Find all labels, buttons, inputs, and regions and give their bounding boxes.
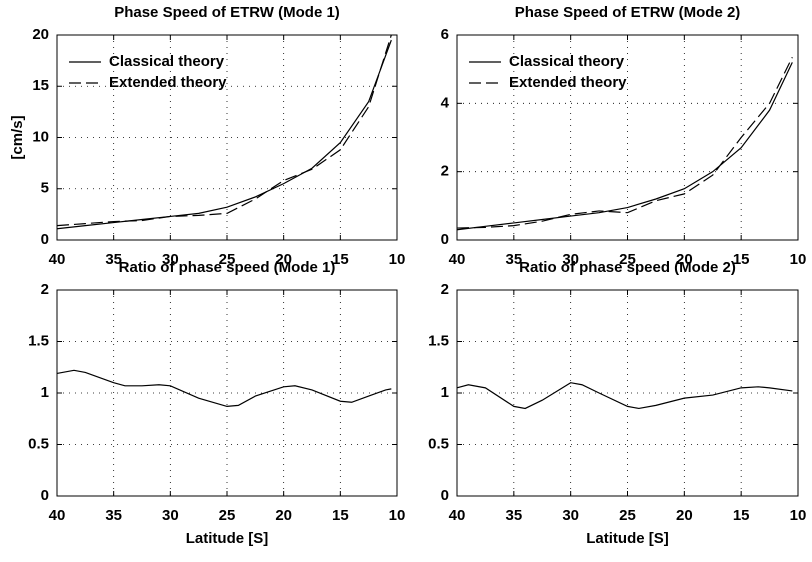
y-tick-label: 10 (32, 128, 49, 145)
y-tick-label: 1.5 (28, 332, 49, 349)
x-tick-label: 40 (49, 251, 66, 268)
x-tick-label: 35 (105, 507, 122, 524)
chart-title: Phase Speed of ETRW (Mode 1) (114, 4, 340, 21)
x-tick-label: 30 (562, 251, 579, 268)
chart-title: Ratio of phase speed (Mode 1) (119, 259, 336, 276)
y-tick-label: 4 (441, 94, 450, 111)
x-tick-label: 25 (219, 507, 236, 524)
x-tick-label: 10 (790, 507, 807, 524)
x-tick-label: 40 (49, 507, 66, 524)
series-line (456, 62, 793, 231)
x-axis-label: Latitude [S] (586, 530, 669, 547)
x-tick-label: 20 (676, 507, 693, 524)
x-tick-label: 25 (619, 251, 636, 268)
y-tick-label: 0 (41, 487, 49, 504)
series-line (56, 369, 392, 407)
series-line (456, 56, 793, 229)
x-tick-label: 15 (733, 507, 750, 524)
chart-title: Ratio of phase speed (Mode 2) (519, 259, 736, 276)
x-tick-label: 10 (389, 507, 406, 524)
x-tick-label: 20 (275, 507, 292, 524)
x-tick-label: 20 (275, 251, 292, 268)
x-tick-label: 35 (505, 251, 522, 268)
y-tick-label: 2 (41, 281, 49, 298)
y-tick-label: 2 (441, 163, 449, 180)
y-tick-label: 20 (32, 26, 49, 43)
series-line (56, 34, 392, 227)
y-tick-label: 0.5 (28, 435, 49, 452)
x-tick-label: 30 (562, 507, 579, 524)
x-tick-label: 25 (619, 507, 636, 524)
x-tick-label: 35 (105, 251, 122, 268)
series-line (56, 39, 392, 230)
x-tick-label: 40 (449, 507, 466, 524)
y-tick-label: 15 (32, 77, 49, 94)
legend-label: Classical theory (509, 53, 625, 70)
y-tick-label: 0 (41, 231, 49, 248)
axes-frame (456, 289, 799, 497)
x-axis-label: Latitude [S] (186, 530, 269, 547)
x-tick-label: 15 (332, 507, 349, 524)
x-tick-label: 20 (676, 251, 693, 268)
x-tick-label: 10 (790, 251, 807, 268)
series-line (456, 382, 793, 410)
y-tick-label: 2 (441, 281, 449, 298)
y-tick-label: 0.5 (428, 435, 449, 452)
y-tick-label: 1 (441, 384, 449, 401)
x-tick-label: 10 (389, 251, 406, 268)
x-tick-label: 40 (449, 251, 466, 268)
x-tick-label: 15 (332, 251, 349, 268)
y-tick-label: 5 (41, 180, 49, 197)
y-tick-label: 0 (441, 487, 449, 504)
legend-label: Classical theory (109, 53, 225, 70)
x-tick-label: 30 (162, 251, 179, 268)
y-tick-label: 1 (41, 384, 49, 401)
axes-frame (56, 289, 398, 497)
y-axis-label: [cm/s] (9, 115, 26, 159)
x-tick-label: 15 (733, 251, 750, 268)
legend-label: Extended theory (109, 74, 227, 91)
y-tick-label: 6 (441, 26, 449, 43)
axes-frame (456, 34, 799, 241)
x-tick-label: 25 (219, 251, 236, 268)
y-tick-label: 0 (441, 231, 449, 248)
legend-label: Extended theory (509, 74, 627, 91)
x-tick-label: 30 (162, 507, 179, 524)
axes-frame (56, 34, 398, 241)
chart-title: Phase Speed of ETRW (Mode 2) (515, 4, 741, 21)
x-tick-label: 35 (505, 507, 522, 524)
y-tick-label: 1.5 (428, 332, 449, 349)
